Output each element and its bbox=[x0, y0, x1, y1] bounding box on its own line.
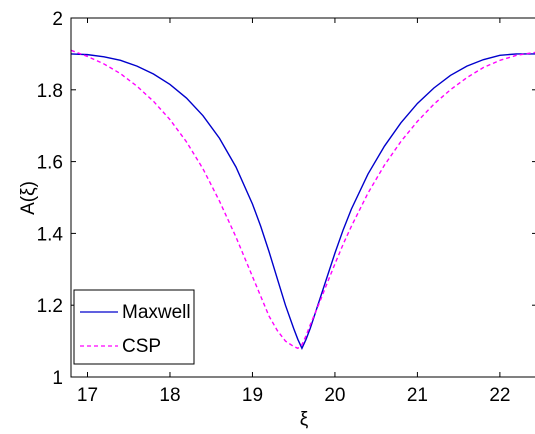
legend-box bbox=[73, 289, 195, 365]
x-tick-label: 22 bbox=[489, 385, 510, 406]
legend-label-maxwell: Maxwell bbox=[122, 302, 191, 323]
axes-box bbox=[70, 17, 535, 378]
x-tick-label: 17 bbox=[77, 385, 98, 406]
legend: Maxwell CSP bbox=[73, 289, 195, 365]
x-tick-label: 20 bbox=[324, 385, 345, 406]
x-tick-label: 21 bbox=[407, 385, 428, 406]
curves-layer bbox=[70, 49, 535, 350]
x-tick-label: 18 bbox=[159, 385, 180, 406]
y-tick-label: 1.6 bbox=[37, 153, 63, 174]
x-axis-label: ξ bbox=[300, 409, 309, 430]
y-tick-label: 1.4 bbox=[37, 224, 64, 245]
x-tick-label: 19 bbox=[242, 385, 263, 406]
y-tick-label: 1.8 bbox=[37, 81, 63, 102]
series-line-csp bbox=[70, 49, 535, 350]
legend-label-csp: CSP bbox=[122, 336, 161, 357]
y-axis-label: A(ξ) bbox=[18, 181, 39, 215]
y-tick-label: 1 bbox=[52, 368, 63, 389]
series-line-maxwell bbox=[70, 53, 535, 350]
y-tick-label: 1.2 bbox=[37, 296, 63, 317]
ticks-layer: 17 18 19 20 21 22 1 1.2 1.4 1.6 1.8 2 bbox=[37, 9, 535, 406]
y-tick-label: 2 bbox=[52, 9, 63, 30]
